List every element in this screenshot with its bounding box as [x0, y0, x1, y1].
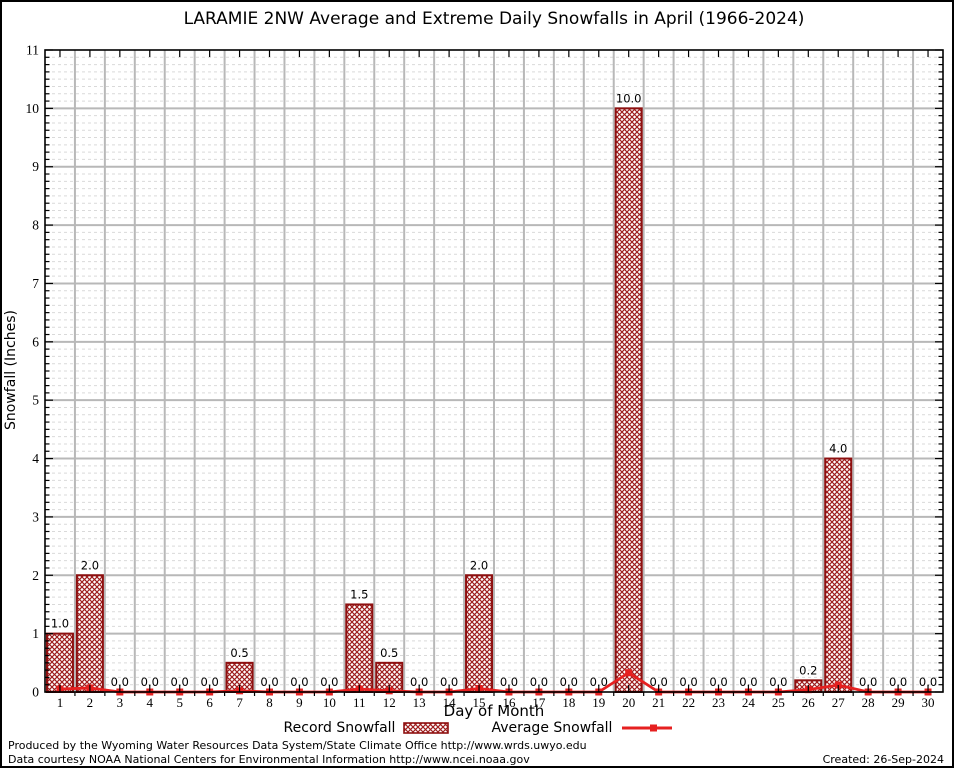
svg-text:9: 9 — [296, 695, 303, 710]
svg-text:0.0: 0.0 — [171, 675, 189, 689]
svg-text:0.0: 0.0 — [290, 675, 308, 689]
svg-text:1: 1 — [32, 626, 39, 641]
svg-text:0.0: 0.0 — [649, 675, 667, 689]
legend-item-record: Record Snowfall — [284, 720, 450, 736]
svg-text:0.0: 0.0 — [500, 675, 518, 689]
svg-text:0.5: 0.5 — [230, 646, 248, 660]
svg-text:0.0: 0.0 — [410, 675, 428, 689]
svg-text:0.0: 0.0 — [560, 675, 578, 689]
svg-text:0.0: 0.0 — [320, 675, 338, 689]
svg-text:0.0: 0.0 — [440, 675, 458, 689]
svg-text:0.0: 0.0 — [530, 675, 548, 689]
svg-text:21: 21 — [652, 695, 665, 710]
legend-average-label: Average Snowfall — [491, 720, 613, 736]
svg-text:0.0: 0.0 — [919, 675, 937, 689]
footer-created-date: Created: 26-Sep-2024 — [822, 753, 944, 766]
chart-legend: Record Snowfall Average Snowfall — [2, 720, 952, 736]
svg-text:4: 4 — [147, 695, 154, 710]
svg-text:28: 28 — [862, 695, 875, 710]
svg-text:1: 1 — [57, 695, 64, 710]
svg-text:19: 19 — [592, 695, 605, 710]
svg-text:20: 20 — [622, 695, 635, 710]
svg-text:0.5: 0.5 — [380, 646, 398, 660]
svg-text:9: 9 — [32, 159, 39, 174]
svg-text:0.0: 0.0 — [769, 675, 787, 689]
svg-text:30: 30 — [922, 695, 935, 710]
svg-text:2: 2 — [87, 695, 94, 710]
svg-text:0.2: 0.2 — [799, 663, 817, 677]
svg-text:5: 5 — [32, 393, 39, 408]
svg-text:2.0: 2.0 — [470, 558, 488, 572]
y-axis-title: Snowfall (Inches) — [3, 310, 19, 430]
svg-text:5: 5 — [176, 695, 183, 710]
svg-text:23: 23 — [712, 695, 725, 710]
svg-text:0.0: 0.0 — [260, 675, 278, 689]
svg-text:15: 15 — [473, 695, 486, 710]
svg-text:0.0: 0.0 — [739, 675, 757, 689]
svg-text:0.0: 0.0 — [679, 675, 697, 689]
svg-text:8: 8 — [32, 218, 39, 233]
svg-text:0.0: 0.0 — [111, 675, 129, 689]
legend-item-average: Average Snowfall — [491, 720, 674, 736]
svg-text:17: 17 — [532, 695, 546, 710]
svg-text:18: 18 — [562, 695, 575, 710]
svg-text:25: 25 — [772, 695, 785, 710]
chart-title: LARAMIE 2NW Average and Extreme Daily Sn… — [183, 9, 805, 29]
svg-text:12: 12 — [383, 695, 396, 710]
svg-text:2.0: 2.0 — [81, 558, 99, 572]
svg-text:0: 0 — [32, 685, 39, 700]
svg-text:7: 7 — [32, 276, 39, 291]
svg-text:6: 6 — [32, 334, 39, 349]
svg-text:10.0: 10.0 — [616, 91, 642, 105]
svg-text:11: 11 — [26, 43, 39, 58]
svg-text:0.0: 0.0 — [590, 675, 608, 689]
svg-text:29: 29 — [892, 695, 905, 710]
svg-text:0.0: 0.0 — [709, 675, 727, 689]
svg-text:4: 4 — [32, 451, 39, 466]
svg-text:24: 24 — [742, 695, 756, 710]
svg-text:13: 13 — [413, 695, 426, 710]
svg-text:26: 26 — [802, 695, 816, 710]
svg-text:3: 3 — [117, 695, 124, 710]
svg-text:10: 10 — [26, 101, 40, 116]
svg-text:10: 10 — [323, 695, 336, 710]
svg-text:22: 22 — [682, 695, 695, 710]
legend-record-label: Record Snowfall — [283, 720, 396, 736]
svg-text:2: 2 — [32, 568, 39, 583]
svg-text:0.0: 0.0 — [859, 675, 877, 689]
svg-text:1.5: 1.5 — [350, 587, 368, 601]
svg-text:4.0: 4.0 — [829, 442, 847, 456]
x-axis-title: Day of Month — [443, 702, 545, 720]
average-snowfall-line-icon — [622, 724, 673, 732]
record-snowfall-swatch-icon — [403, 722, 450, 734]
svg-text:0.0: 0.0 — [141, 675, 159, 689]
svg-text:6: 6 — [206, 695, 213, 710]
svg-text:7: 7 — [236, 695, 243, 710]
svg-text:11: 11 — [353, 695, 366, 710]
svg-text:8: 8 — [266, 695, 273, 710]
svg-text:27: 27 — [832, 695, 846, 710]
svg-text:1.0: 1.0 — [51, 617, 69, 631]
svg-text:14: 14 — [443, 695, 457, 710]
svg-text:16: 16 — [502, 695, 516, 710]
svg-text:3: 3 — [32, 509, 39, 524]
svg-text:0.0: 0.0 — [889, 675, 907, 689]
svg-text:0.0: 0.0 — [200, 675, 218, 689]
footer-produced-by: Produced by the Wyoming Water Resources … — [8, 739, 587, 752]
footer-data-courtesy: Data courtesy NOAA National Centers for … — [8, 753, 530, 766]
